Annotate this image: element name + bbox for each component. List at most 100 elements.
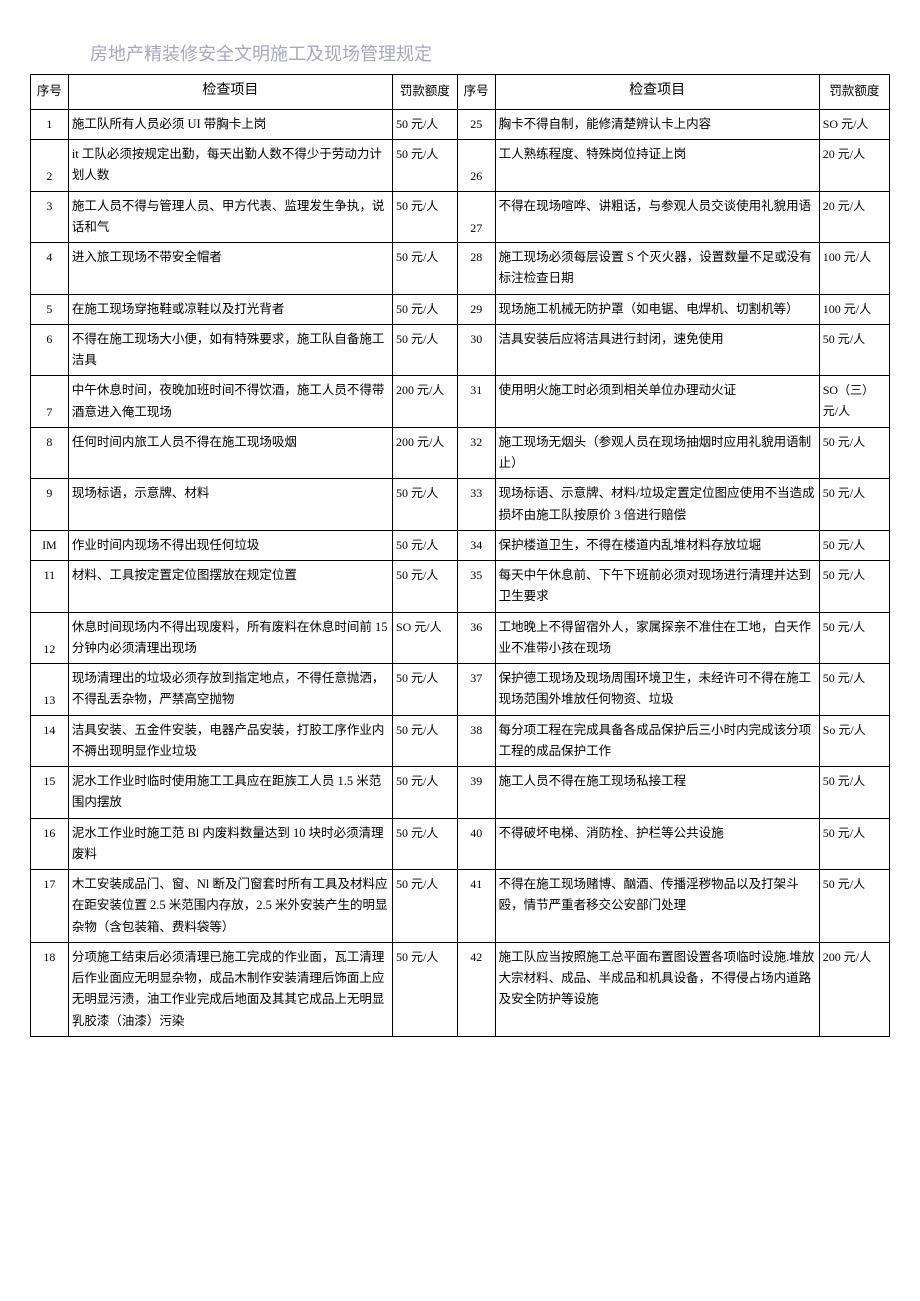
seq-cell: 33 <box>457 479 495 531</box>
seq-cell: 4 <box>31 243 69 295</box>
item-cell: 中午休息时间，夜晚加班时间不得饮酒，施工人员不得带酒意进入俺工现场 <box>68 376 392 428</box>
item-cell: 施工队所有人员必须 UI 带胸卡上岗 <box>68 109 392 139</box>
item-cell: 不得破坏电梯、消防栓、护栏等公共设施 <box>495 818 819 870</box>
table-row: 18分项施工结束后必须清理已施工完成的作业面，瓦工清理后作业面应无明显杂物，成品… <box>31 942 890 1036</box>
table-row: 15泥水工作业时临时使用施工工具应在距族工人员 1.5 米范围内摆放 50 元/人… <box>31 767 890 819</box>
item-cell: 施工队应当按照施工总平面布置图设置各项临时设施.堆放大宗材料、成品、半成品和机具… <box>495 942 819 1036</box>
header-seq-left: 序号 <box>31 75 69 110</box>
table-row: 3施工人员不得与管理人员、甲方代表、监理发生争执，说话和气50 元/人27不得在… <box>31 191 890 243</box>
item-cell: 洁具安装后应将洁具进行封闭，速免使用 <box>495 324 819 376</box>
item-cell: 现场标语、示意牌、材料/垃圾定置定位图应使用不当造成损坏由施工队按原价 3 倍进… <box>495 479 819 531</box>
fine-cell: 50 元/人 <box>392 942 457 1036</box>
table-row: 14洁具安装、五金件安装，电器产品安装，打胶工序作业内不褥出现明显作业垃圾50 … <box>31 715 890 767</box>
seq-cell: 37 <box>457 664 495 716</box>
header-fine-right: 罚款额度 <box>819 75 889 110</box>
item-cell: 泥水工作业时施工范 Bl 内废料数量达到 10 块时必须清理废料 <box>68 818 392 870</box>
fine-cell: 50 元/人 <box>819 818 889 870</box>
seq-cell: 14 <box>31 715 69 767</box>
seq-cell: 6 <box>31 324 69 376</box>
fine-cell: 50 元/人 <box>819 561 889 613</box>
fine-cell: So 元/人 <box>819 715 889 767</box>
item-cell: 每天中午休息前、下午下班前必须对现场进行清理并达到卫生要求 <box>495 561 819 613</box>
seq-cell: 42 <box>457 942 495 1036</box>
seq-cell: 27 <box>457 191 495 243</box>
seq-cell: 28 <box>457 243 495 295</box>
table-row: 9现场标语，示意牌、材料50 元/人33现场标语、示意牌、材料/垃圾定置定位图应… <box>31 479 890 531</box>
item-cell: 泥水工作业时临时使用施工工具应在距族工人员 1.5 米范围内摆放 <box>68 767 392 819</box>
table-header-row: 序号 检查项目 罚款额度 序号 检查项目 罚款额度 <box>31 75 890 110</box>
seq-cell: 7 <box>31 376 69 428</box>
table-row: 6不得在施工现场大小便，如有特殊要求，施工队自备施工洁具50 元/人30洁具安装… <box>31 324 890 376</box>
seq-cell: 29 <box>457 294 495 324</box>
seq-cell: 26 <box>457 140 495 192</box>
fine-cell: SO 元/人 <box>392 612 457 664</box>
fine-cell: 50 元/人 <box>819 530 889 560</box>
fine-cell: 50 元/人 <box>819 870 889 943</box>
item-cell: 休息时间现场内不得出现废料，所有废料在休息时间前 15分钟内必须清理出现场 <box>68 612 392 664</box>
seq-cell: 41 <box>457 870 495 943</box>
item-cell: 施工现场无烟头（参观人员在现场抽烟时应用礼貌用语制止） <box>495 427 819 479</box>
fine-cell: 50 元/人 <box>392 191 457 243</box>
seq-cell: 1 <box>31 109 69 139</box>
table-row: 16泥水工作业时施工范 Bl 内废料数量达到 10 块时必须清理废料50 元/人… <box>31 818 890 870</box>
fine-cell: 200 元/人 <box>819 942 889 1036</box>
fine-cell: 50 元/人 <box>392 243 457 295</box>
item-cell: 木工安装成品门、窗、Nl 断及门窗套时所有工具及材料应在距安装位置 2.5 米范… <box>68 870 392 943</box>
item-cell: 任何时间内旅工人员不得在施工现场吸烟 <box>68 427 392 479</box>
item-cell: 保护德工现场及现场周围环境卫生，未经许可不得在施工现场范围外堆放任何物资、垃圾 <box>495 664 819 716</box>
fine-cell: 50 元/人 <box>392 818 457 870</box>
item-cell: 材料、工具按定置定位图摆放在规定位置 <box>68 561 392 613</box>
table-row: 11材料、工具按定置定位图摆放在规定位置 50 元/人 35每天中午休息前、下午下班… <box>31 561 890 613</box>
fine-cell: 50 元/人 <box>392 715 457 767</box>
fine-cell: 100 元/人 <box>819 243 889 295</box>
item-cell: 现场施工机械无防护罩（如电锯、电焊机、切割机等） <box>495 294 819 324</box>
item-cell: 施工人员不得在施工现场私接工程 <box>495 767 819 819</box>
item-cell: 现场标语，示意牌、材料 <box>68 479 392 531</box>
fine-cell: 20 元/人 <box>819 140 889 192</box>
seq-cell: 25 <box>457 109 495 139</box>
seq-cell: 18 <box>31 942 69 1036</box>
seq-cell: 15 <box>31 767 69 819</box>
item-cell: 作业时间内现场不得出现任何垃圾 <box>68 530 392 560</box>
seq-cell: 30 <box>457 324 495 376</box>
item-cell: 现场清理出的垃圾必须存放到指定地点，不得任意抛洒，不得乱丢杂物，严禁高空抛物 <box>68 664 392 716</box>
item-cell: it 工队必须按规定出勤，每天出勤人数不得少于劳动力计划人数 <box>68 140 392 192</box>
seq-cell: 16 <box>31 818 69 870</box>
seq-cell: 11 <box>31 561 69 613</box>
seq-cell: 13 <box>31 664 69 716</box>
item-cell: 使用明火施工时必须到相关单位办理动火证 <box>495 376 819 428</box>
fine-cell: 50 元/人 <box>392 664 457 716</box>
item-cell: 工地晚上不得留宿外人，家属探亲不准住在工地，白天作业不准带小孩在现场 <box>495 612 819 664</box>
table-row: IM作业时间内现场不得出现任何垃圾50 元/人34保护楼道卫生，不得在楼道内乱堆… <box>31 530 890 560</box>
item-cell: 洁具安装、五金件安装，电器产品安装，打胶工序作业内不褥出现明显作业垃圾 <box>68 715 392 767</box>
seq-cell: 12 <box>31 612 69 664</box>
item-cell: 保护楼道卫生，不得在楼道内乱堆材料存放垃堀 <box>495 530 819 560</box>
item-cell: 分项施工结束后必须清理已施工完成的作业面，瓦工清理后作业面应无明显杂物，成品木制… <box>68 942 392 1036</box>
fine-cell: 50 元/人 <box>392 140 457 192</box>
seq-cell: 32 <box>457 427 495 479</box>
seq-cell: 8 <box>31 427 69 479</box>
seq-cell: 40 <box>457 818 495 870</box>
table-row: 1施工队所有人员必须 UI 带胸卡上岗50 元/人25胸卡不得自制，能修清楚辨认… <box>31 109 890 139</box>
fine-cell: 50 元/人 <box>819 427 889 479</box>
fine-cell: 50 元/人 <box>392 530 457 560</box>
seq-cell: 2 <box>31 140 69 192</box>
item-cell: 工人熟练程度、特殊岗位持证上岗 <box>495 140 819 192</box>
fine-cell: 100 元/人 <box>819 294 889 324</box>
seq-cell: 35 <box>457 561 495 613</box>
seq-cell: 31 <box>457 376 495 428</box>
fine-cell: 200 元/人 <box>392 376 457 428</box>
table-row: 8任何时间内旅工人员不得在施工现场吸烟200 元/人32施工现场无烟头（参观人员… <box>31 427 890 479</box>
item-cell: 每分项工程在完成具备各成品保护后三小时内完成该分项工程的成品保护工作 <box>495 715 819 767</box>
table-row: 17木工安装成品门、窗、Nl 断及门窗套时所有工具及材料应在距安装位置 2.5 … <box>31 870 890 943</box>
fine-cell: 50 元/人 <box>819 612 889 664</box>
seq-cell: 5 <box>31 294 69 324</box>
table-row: 12休息时间现场内不得出现废料，所有废料在休息时间前 15分钟内必须清理出现场S… <box>31 612 890 664</box>
seq-cell: 38 <box>457 715 495 767</box>
seq-cell: 9 <box>31 479 69 531</box>
seq-cell: 34 <box>457 530 495 560</box>
table-row: 4进入旅工现场不带安全帽者50 元/人28施工现场必须每层设置 S 个灭火器，设… <box>31 243 890 295</box>
header-item-left: 检查项目 <box>68 75 392 110</box>
header-seq-right: 序号 <box>457 75 495 110</box>
fine-cell: 50 元/人 <box>819 767 889 819</box>
